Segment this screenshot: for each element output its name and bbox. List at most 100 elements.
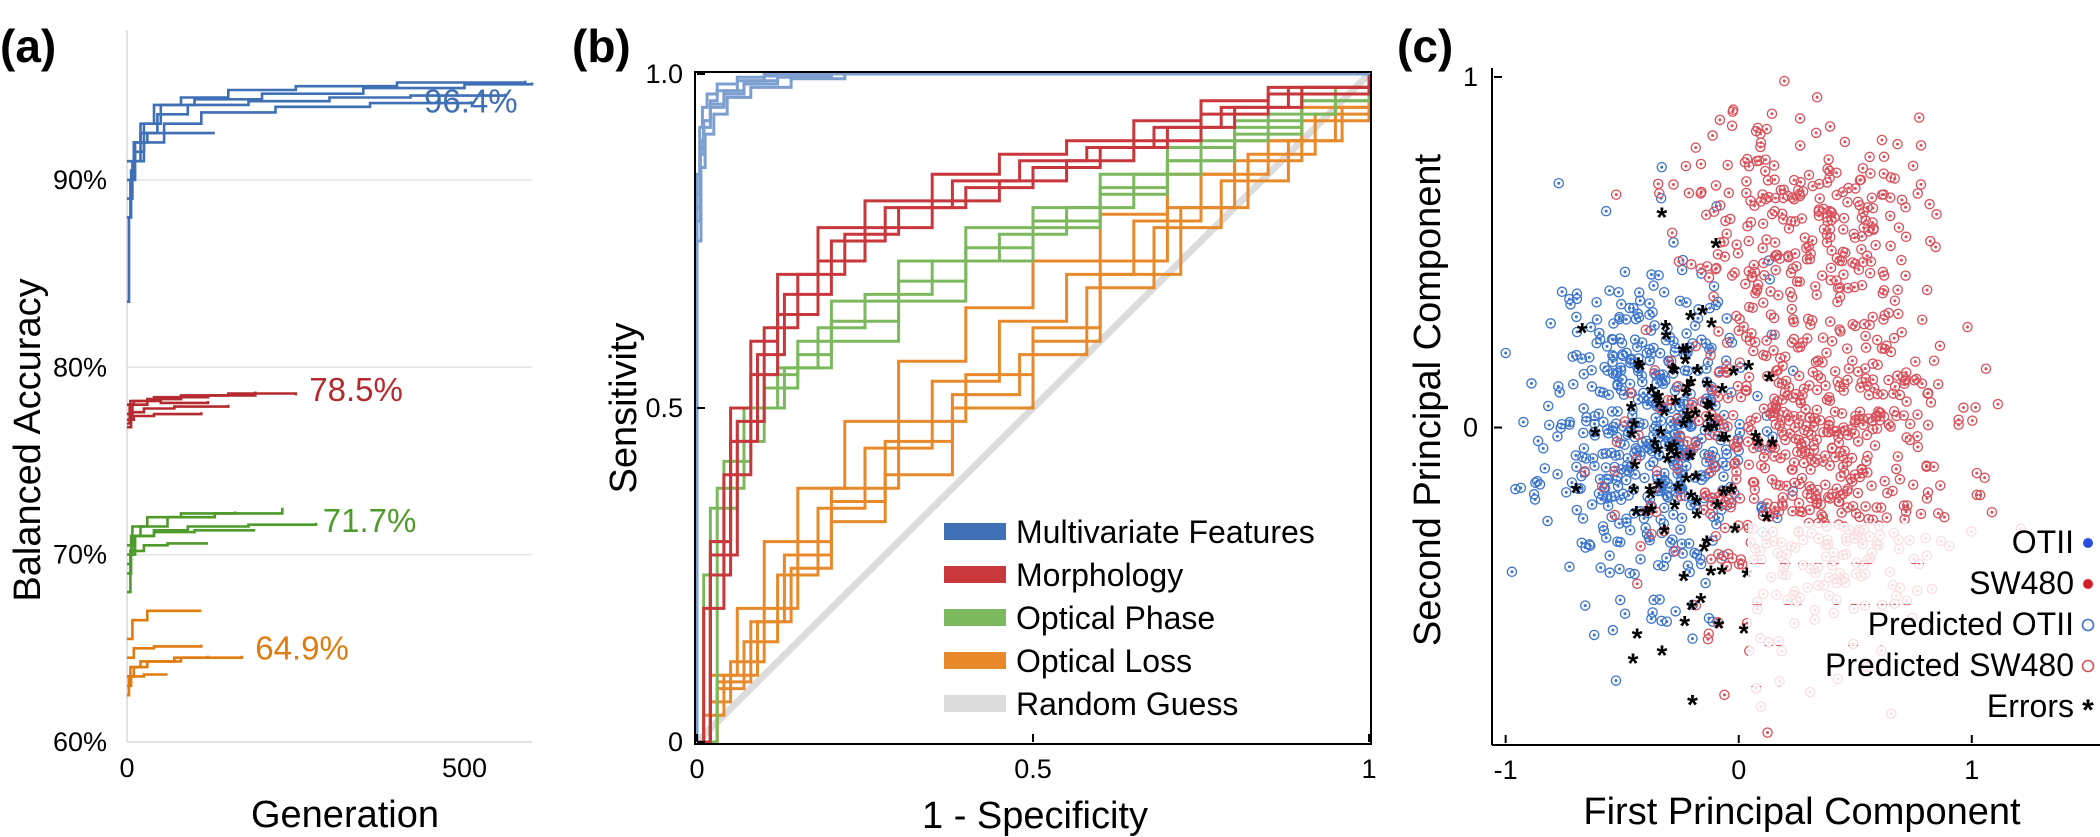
panel-c-point-dot <box>1617 522 1621 526</box>
panel-c-point-sw480 <box>1727 410 1739 421</box>
panel-c-point-dot <box>1896 142 1900 146</box>
panel-c-point-sw480 <box>1751 412 1762 423</box>
panel-c-point-sw480 <box>1635 540 1646 552</box>
panel-c-legend: OTII SW480 Predicted OTII Predicted SW480 Er… <box>1748 523 2096 727</box>
panel-c-point-sw480 <box>1847 355 1858 366</box>
panel-c-point-dot <box>1830 339 1834 343</box>
panel-c-point-sw480 <box>1761 335 1772 346</box>
panel-c-point-otii <box>1619 266 1631 278</box>
panel-c-point-otii <box>1637 376 1648 388</box>
panel-c-point-dot <box>1887 311 1891 315</box>
panel-c-point-dot <box>1751 275 1755 279</box>
panel-c-point-dot <box>1636 312 1640 316</box>
panel-c-point-dot <box>1810 239 1814 243</box>
panel-a-x-tick-label: 500 <box>442 753 487 783</box>
panel-c-point-dot <box>1797 438 1801 442</box>
panel-c-point-dot <box>1646 495 1650 499</box>
panel-c-point-ring <box>1637 376 1648 388</box>
panel-c-point-sw480 <box>1835 471 1846 482</box>
panel-c-point-dot <box>1728 485 1732 489</box>
panel-c-point-dot <box>1560 290 1564 294</box>
panel-c-point-otii <box>1660 438 1671 449</box>
panel-c-point-ring <box>1708 281 1720 292</box>
panel-c-point-dot <box>1755 159 1759 163</box>
panel-c-x-tick-label: 1 <box>1964 755 1979 785</box>
panel-c-point-dot <box>1753 340 1757 344</box>
panel-c-point-dot <box>1681 552 1685 556</box>
panel-c-point-sw480 <box>1894 389 1906 401</box>
panel-c-error-marker: * <box>1678 411 1689 442</box>
panel-c-point-dot <box>1591 456 1595 460</box>
panel-b-legend-swatch <box>944 695 1006 712</box>
panel-c-point-ring <box>1604 550 1615 561</box>
panel-c-point-dot <box>1856 439 1860 443</box>
panel-c-point-dot <box>1601 524 1605 528</box>
panel-c-point-dot <box>1714 183 1718 187</box>
panel-c-point-dot <box>1764 158 1768 162</box>
panel-c-point-sw480 <box>1757 242 1768 254</box>
panel-c-point-dot <box>1798 143 1802 147</box>
panel-c-point-dot <box>1624 520 1628 524</box>
panel-c-point-dot <box>1780 430 1784 434</box>
panel-c-point-sw480 <box>1723 187 1735 199</box>
panel-c-point-dot <box>1560 422 1564 426</box>
panel-c-point-dot <box>1772 348 1776 352</box>
panel-c-point-sw480 <box>1892 451 1904 462</box>
panel-c-point-dot <box>1887 422 1891 426</box>
panel-c-point-sw480 <box>1896 194 1908 206</box>
panel-c-point-dot <box>1803 236 1807 240</box>
panel-c-point-ring <box>1659 468 1670 479</box>
panel-c-point-dot <box>1699 162 1703 166</box>
panel-c-point-dot <box>1747 164 1751 168</box>
panel-c-point-dot <box>1661 373 1665 377</box>
panel-c-point-sw480 <box>1787 505 1798 517</box>
panel-c-point-otii <box>1708 281 1720 292</box>
panel-c-point-sw480 <box>1770 264 1781 276</box>
panel-c-point-dot <box>1780 418 1784 422</box>
panel-c-point-dot <box>1911 164 1915 168</box>
panel-c-point-dot <box>1755 394 1759 398</box>
panel-c-point-dot <box>1604 536 1608 540</box>
panel-c-point-dot <box>1648 538 1652 542</box>
panel-c-point-dot <box>1928 239 1932 243</box>
panel-c-point-dot <box>1916 445 1920 449</box>
panel-c-point-sw480 <box>1719 689 1730 701</box>
panel-c-point-otii <box>1518 416 1529 428</box>
panel-c-point-ring <box>1700 577 1711 589</box>
panel-c-point-dot <box>1640 374 1644 378</box>
panel-c-point-dot <box>1632 511 1636 515</box>
panel-c-point-sw480 <box>1786 303 1798 315</box>
panel-c-point-otii <box>1787 365 1799 377</box>
panel-c-point-sw480 <box>1685 259 1697 270</box>
panel-c-point-ring <box>1578 368 1590 380</box>
panel-c-point-dot <box>1700 478 1704 482</box>
panel-c-point-otii <box>1552 431 1563 442</box>
panel-c-point-sw480 <box>1794 478 1806 490</box>
panel-c-point-sw480 <box>1915 508 1927 520</box>
panel-c-point-dot <box>1871 378 1875 382</box>
panel-c-point-ring <box>1579 600 1591 611</box>
panel-c-point-dot <box>1582 406 1586 410</box>
panel-c-point-dot <box>1633 338 1637 342</box>
panel-c-point-otii <box>1632 361 1643 373</box>
panel-c-point-otii <box>1510 483 1521 495</box>
panel-c-point-dot <box>1601 420 1605 424</box>
panel-c-point-sw480 <box>1732 248 1744 259</box>
panel-c-error-marker: * <box>1739 617 1750 648</box>
panel-c-point-dot <box>1957 418 1961 422</box>
panel-c-point-otii <box>1616 337 1628 349</box>
panel-c-point-otii <box>1681 297 1692 308</box>
panel-c-point-dot <box>1674 609 1678 613</box>
panel-c-point-ring <box>1630 469 1641 480</box>
panel-c-point-dot <box>1903 517 1907 521</box>
panel-c-point-sw480 <box>1731 239 1742 250</box>
panel-c-point-dot <box>1863 366 1867 370</box>
panel-c-point-otii <box>1696 474 1707 486</box>
panel-a-gridlines <box>127 179 532 556</box>
panel-c-point-dot <box>1766 178 1770 182</box>
panel-c-point-dot <box>1828 235 1832 239</box>
panel-c-point-dot <box>1546 519 1550 523</box>
panel-c-point-dot <box>1651 610 1655 614</box>
panel-c-point-ring <box>1642 491 1653 502</box>
panel-c-point-dot <box>1686 369 1690 373</box>
